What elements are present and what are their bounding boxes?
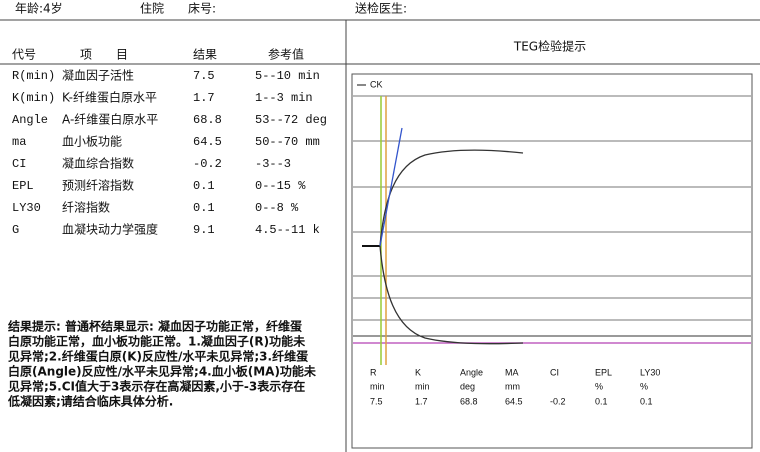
unit: % [640, 381, 648, 391]
rows: G [12, 223, 19, 237]
name: Angle [460, 367, 483, 377]
rows: 血凝块动力学强度 [62, 222, 158, 237]
rows: 0.1 [193, 201, 215, 215]
columns: 结果 [193, 48, 217, 62]
value: 1.7 [415, 396, 428, 406]
name: LY30 [640, 367, 660, 377]
rows: -3--3 [255, 157, 291, 171]
value: 0.1 [595, 396, 608, 406]
rows: ma [12, 135, 26, 149]
teg-frame [351, 73, 753, 449]
title: TEG检验提示 [513, 39, 586, 54]
rows: 凝血综合指数 [62, 156, 134, 171]
rows: 4.5--11 k [255, 223, 320, 237]
name: CI [550, 367, 559, 377]
rows: K-纤维蛋白原水平 [62, 90, 157, 105]
rows: 64.5 [193, 135, 222, 149]
name: R [370, 367, 377, 377]
value: 7.5 [370, 396, 383, 406]
age: 年龄:4岁 [15, 1, 63, 16]
columns: 代号 [12, 48, 36, 62]
rows: 7.5 [193, 69, 215, 83]
unit: deg [460, 381, 475, 391]
conclusion: 白原功能正常，血小板功能正常。1.凝血因子(R)功能未 [8, 334, 305, 349]
rows: 68.8 [193, 113, 222, 127]
ward: 住院 [140, 2, 164, 16]
rows: EPL [12, 179, 34, 193]
unit: min [415, 381, 430, 391]
conclusion: 低凝因素;请结合临床具体分析. [7, 394, 173, 409]
rows: -0.2 [193, 157, 222, 171]
rows: 5--10 min [255, 69, 320, 83]
unit: % [595, 381, 603, 391]
rows: 0--8 % [255, 201, 299, 215]
rows: 9.1 [193, 223, 215, 237]
conclusion: 见异常;2.纤维蛋白原(K)反应性/水平未见异常;3.纤维蛋 [8, 349, 308, 364]
value: 0.1 [640, 396, 653, 406]
teg-grid [353, 95, 751, 337]
rows: 预测纤溶指数 [62, 178, 134, 193]
trace-lower [379, 245, 524, 345]
rows: 凝血因子活性 [62, 68, 134, 83]
rows: 1--3 min [255, 91, 313, 105]
value: -0.2 [550, 396, 566, 406]
rows: 纤溶指数 [62, 200, 110, 215]
rows: 血小板功能 [62, 135, 122, 149]
rows: 50--70 mm [255, 135, 320, 149]
rows: 53--72 deg [255, 113, 327, 127]
conclusion: 结果提示: 普通杯结果显示: 凝血因子功能正常，纤维蛋 [8, 319, 302, 334]
unit: mm [505, 381, 520, 391]
columns: 参考值 [268, 47, 304, 62]
rows: R(min) [12, 69, 55, 83]
doctor: 送检医生: [355, 1, 407, 16]
name: EPL [595, 367, 612, 377]
conclusion: 见异常;5.CI值大于3表示存在高凝因素,小于-3表示存在 [8, 379, 305, 394]
value: 68.8 [460, 396, 478, 406]
rows: A-纤维蛋白原水平 [62, 112, 158, 127]
rows: 1.7 [193, 91, 215, 105]
legend: CK [370, 79, 383, 89]
rows: 0--15 % [255, 179, 306, 193]
rows: CI [12, 157, 26, 171]
conclusion: 白原(Angle)反应性/水平未见异常;4.血小板(MA)功能未 [8, 364, 316, 379]
columns: 项 目 [80, 48, 128, 62]
trace-upper [379, 149, 524, 247]
rows: LY30 [12, 201, 41, 215]
name: MA [505, 367, 519, 377]
rows: K(min) [12, 91, 55, 105]
rows: 0.1 [193, 179, 215, 193]
value: 64.5 [505, 396, 523, 406]
rows: Angle [12, 113, 48, 127]
angle-tangent [379, 127, 403, 247]
unit: min [370, 381, 385, 391]
name: K [415, 367, 421, 377]
bed: 床号: [188, 2, 216, 16]
